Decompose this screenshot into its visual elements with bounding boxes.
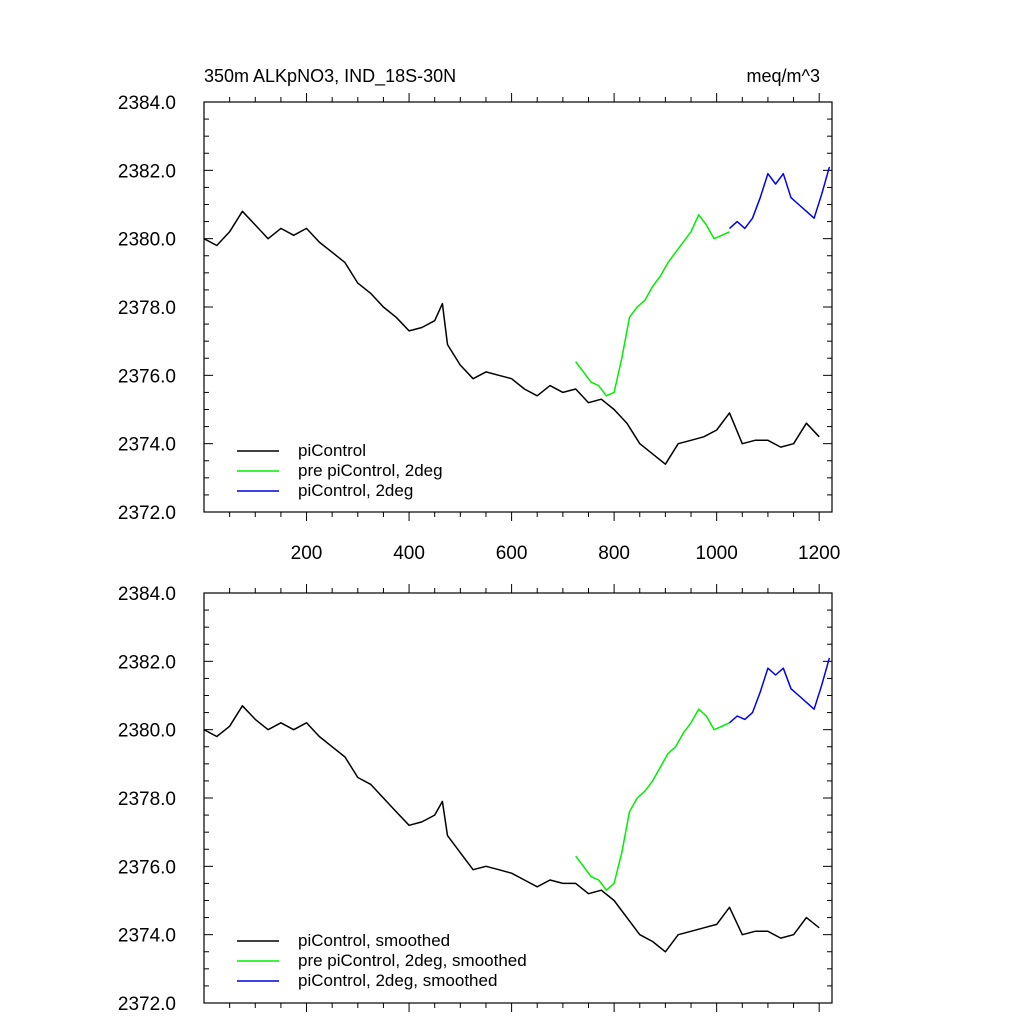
chart-units: meq/m^3 xyxy=(747,66,820,86)
y-tick-label: 2378.0 xyxy=(118,298,176,319)
y-tick-label: 2384.0 xyxy=(118,93,176,114)
series-line-2 xyxy=(575,708,730,891)
legend-label: piControl, smoothed xyxy=(298,931,450,950)
y-tick-label: 2372.0 xyxy=(118,503,176,524)
series-line-3 xyxy=(729,166,831,230)
x-tick-label: 400 xyxy=(393,543,425,564)
series-line-2 xyxy=(575,214,730,397)
y-tick-label: 2374.0 xyxy=(118,926,176,947)
legend-label: pre piControl, 2deg xyxy=(298,461,443,480)
x-tick-label: 600 xyxy=(496,543,528,564)
series-line-1 xyxy=(203,210,820,465)
chart-title: 350m ALKpNO3, IND_18S-30N xyxy=(204,66,456,87)
y-tick-label: 2384.0 xyxy=(118,584,176,605)
x-tick-label: 200 xyxy=(291,543,323,564)
series-line-3 xyxy=(729,657,831,724)
y-tick-label: 2382.0 xyxy=(118,652,176,673)
y-tick-label: 2380.0 xyxy=(118,230,176,251)
x-tick-label: 800 xyxy=(598,543,630,564)
y-tick-label: 2374.0 xyxy=(118,435,176,456)
panel-bottom: 2372.0 2374.0 2376.0 2378.0 2380.0 2382.0 2384… xyxy=(118,584,833,1015)
x-tick-label: 1200 xyxy=(798,543,840,564)
y-tick-label: 2378.0 xyxy=(118,789,176,810)
y-tick-label: 2376.0 xyxy=(118,366,176,387)
x-tick-label: 1000 xyxy=(696,543,738,564)
y-tick-label: 2376.0 xyxy=(118,857,176,878)
y-tick-label: 2372.0 xyxy=(118,994,176,1015)
series-line-1 xyxy=(203,705,820,953)
legend-label: piControl, 2deg, smoothed xyxy=(298,971,497,990)
y-tick-label: 2380.0 xyxy=(118,721,176,742)
legend-label: piControl xyxy=(298,441,366,460)
y-tick-label: 2382.0 xyxy=(118,161,176,182)
legend-label: piControl, 2deg xyxy=(298,481,413,500)
panel-top: 350m ALKpNO3, IND_18S-30N meq/m^3 2372.0… xyxy=(118,66,840,564)
legend-label: pre piControl, 2deg, smoothed xyxy=(298,951,527,970)
